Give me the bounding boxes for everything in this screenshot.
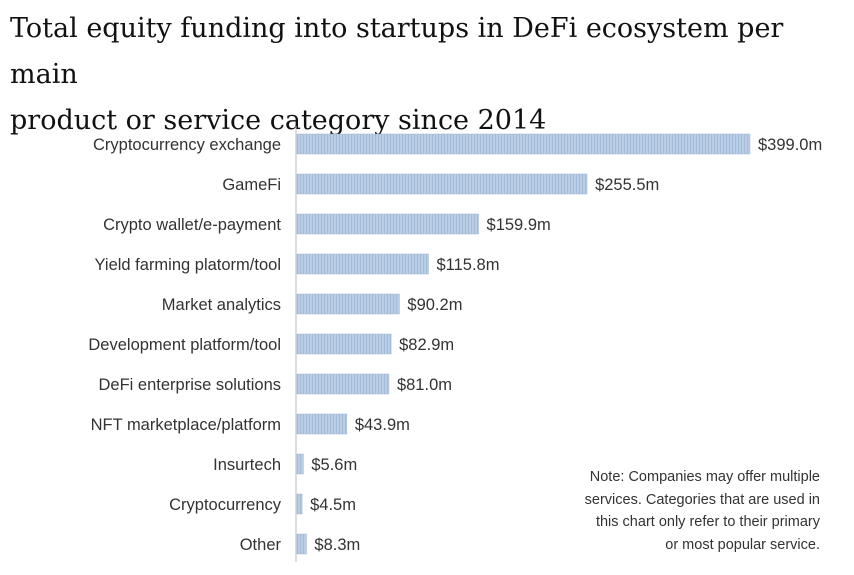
- bar: [296, 213, 479, 235]
- value-label: $5.6m: [311, 456, 357, 474]
- note-line-3: this chart only refer to their primary: [595, 514, 820, 530]
- bar: [296, 493, 303, 515]
- bar: [296, 533, 307, 555]
- value-label: $90.2m: [407, 296, 462, 314]
- value-label: $8.3m: [314, 536, 360, 554]
- note-line-4: or most popular service.: [665, 536, 820, 553]
- category-label: Insurtech: [213, 456, 281, 474]
- value-label: $43.9m: [355, 416, 410, 434]
- value-label: $81.0m: [397, 376, 452, 394]
- chart-note: Note: Companies may offer multiple servi…: [560, 466, 820, 556]
- note-line-1: Note: Companies may offer multiple: [589, 469, 820, 485]
- value-label: $4.5m: [310, 496, 356, 514]
- category-label: Market analytics: [162, 296, 281, 314]
- category-label: Yield farming platorm/tool: [95, 256, 281, 274]
- value-label: $82.9m: [399, 336, 454, 354]
- value-label: $399.0m: [758, 136, 822, 154]
- category-label: DeFi enterprise solutions: [99, 376, 282, 394]
- bar: [296, 453, 304, 475]
- bar: [296, 173, 588, 195]
- bar: [296, 333, 392, 355]
- chart-title: Total equity funding into startups in De…: [10, 6, 840, 144]
- bar: [296, 253, 429, 275]
- bar: [296, 373, 390, 395]
- bars-layer: Cryptocurrency exchange $399.0m GameFi $255…: [88, 126, 822, 562]
- value-label: $115.8m: [436, 256, 499, 274]
- category-label: Development platform/tool: [88, 336, 281, 354]
- category-label: Cryptocurrency exchange: [93, 136, 281, 154]
- bar: [296, 133, 751, 155]
- bar: [296, 413, 348, 435]
- bar: [296, 293, 400, 315]
- category-label: Cryptocurrency: [169, 496, 282, 514]
- value-label: $255.5m: [595, 176, 659, 194]
- chart-title-line-2: product or service category since 2014: [10, 105, 547, 136]
- category-label: NFT marketplace/platform: [91, 416, 281, 434]
- value-label: $159.9m: [487, 216, 551, 234]
- category-label: GameFi: [222, 176, 281, 194]
- note-line-2: services. Categories that are used in: [584, 491, 820, 508]
- category-label: Crypto wallet/e-payment: [103, 216, 281, 234]
- category-label: Other: [240, 536, 282, 554]
- chart-title-line-1: Total equity funding into startups in De…: [10, 13, 784, 90]
